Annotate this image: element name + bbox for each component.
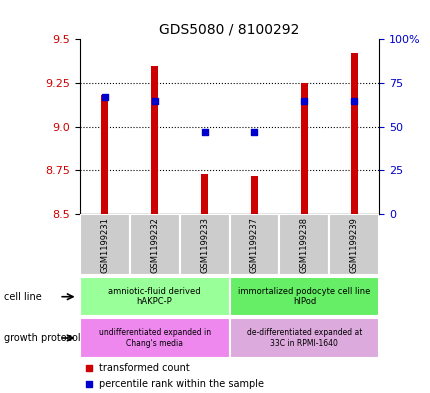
- Point: [151, 97, 158, 104]
- Bar: [300, 83, 307, 214]
- Text: GSM1199233: GSM1199233: [200, 217, 209, 273]
- Point: [300, 97, 307, 104]
- Bar: [80, 318, 229, 358]
- Bar: [329, 214, 378, 275]
- Text: percentile rank within the sample: percentile rank within the sample: [99, 379, 264, 389]
- Bar: [101, 95, 108, 214]
- Bar: [80, 214, 129, 275]
- Text: GSM1199231: GSM1199231: [100, 217, 109, 273]
- Point: [101, 94, 108, 100]
- Bar: [80, 277, 229, 316]
- Point: [201, 129, 208, 135]
- Bar: [200, 174, 208, 214]
- Text: GSM1199232: GSM1199232: [150, 217, 159, 273]
- Bar: [179, 214, 229, 275]
- Bar: [250, 176, 258, 214]
- Point: [85, 381, 92, 387]
- Point: [85, 365, 92, 371]
- Text: GSM1199238: GSM1199238: [299, 217, 308, 273]
- Text: de-differentiated expanded at
33C in RPMI-1640: de-differentiated expanded at 33C in RPM…: [246, 328, 361, 348]
- Bar: [229, 214, 279, 275]
- Bar: [229, 318, 378, 358]
- Text: transformed count: transformed count: [99, 364, 190, 373]
- Text: GSM1199237: GSM1199237: [249, 217, 258, 273]
- Title: GDS5080 / 8100292: GDS5080 / 8100292: [159, 23, 299, 37]
- Point: [350, 97, 357, 104]
- Bar: [150, 66, 158, 214]
- Text: undifferentiated expanded in
Chang's media: undifferentiated expanded in Chang's med…: [98, 328, 210, 348]
- Point: [250, 129, 257, 135]
- Bar: [279, 214, 329, 275]
- Bar: [129, 214, 179, 275]
- Bar: [229, 277, 378, 316]
- Bar: [350, 53, 357, 214]
- Text: cell line: cell line: [4, 292, 42, 302]
- Text: immortalized podocyte cell line
hIPod: immortalized podocyte cell line hIPod: [238, 287, 370, 307]
- Text: amniotic-fluid derived
hAKPC-P: amniotic-fluid derived hAKPC-P: [108, 287, 200, 307]
- Text: GSM1199239: GSM1199239: [349, 217, 358, 273]
- Text: growth protocol: growth protocol: [4, 333, 81, 343]
